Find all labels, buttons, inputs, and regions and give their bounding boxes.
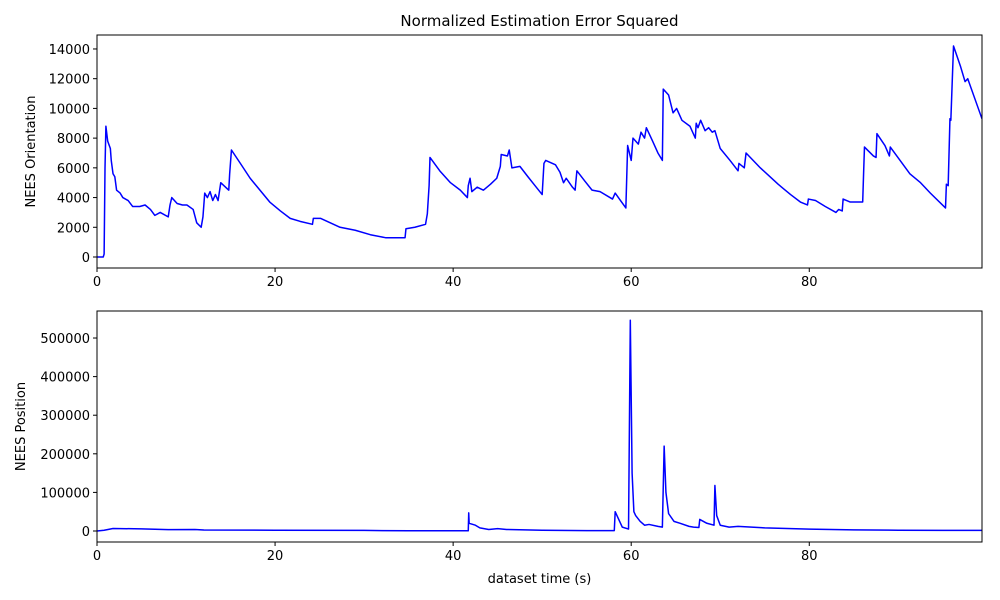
- y-tick-label: 300000: [40, 409, 90, 424]
- x-tick-label: 20: [267, 275, 284, 290]
- y-tick-label: 4000: [57, 192, 90, 207]
- y-axis-label: NEES Orientation: [24, 96, 39, 208]
- y-axis-label: NEES Position: [14, 382, 29, 471]
- x-tick-label: 40: [445, 549, 462, 564]
- y-tick-label: 400000: [40, 371, 90, 386]
- y-tick-label: 500000: [40, 332, 90, 347]
- chart-title: Normalized Estimation Error Squared: [400, 12, 678, 30]
- y-tick-label: 14000: [49, 43, 90, 58]
- data-line: [97, 45, 982, 258]
- y-tick-label: 100000: [40, 486, 90, 501]
- y-tick-label: 2000: [57, 221, 90, 236]
- y-tick-label: 10000: [49, 102, 90, 117]
- x-tick-label: 80: [801, 549, 818, 564]
- x-tick-label: 0: [93, 549, 101, 564]
- x-tick-label: 40: [445, 275, 462, 290]
- y-tick-label: 0: [82, 251, 90, 266]
- y-tick-label: 6000: [57, 162, 90, 177]
- x-axis-label: dataset time (s): [488, 572, 592, 587]
- x-tick-label: 60: [623, 275, 640, 290]
- axes-frame: [96, 310, 983, 543]
- x-tick-label: 80: [801, 275, 818, 290]
- x-tick-label: 60: [623, 549, 640, 564]
- y-tick-label: 12000: [49, 73, 90, 88]
- x-tick-label: 20: [267, 549, 284, 564]
- data-line: [97, 319, 982, 532]
- y-tick-label: 200000: [40, 448, 90, 463]
- y-tick-label: 8000: [57, 132, 90, 147]
- x-tick-label: 0: [93, 275, 101, 290]
- y-tick-label: 0: [82, 525, 90, 540]
- axes-frame: [96, 34, 983, 269]
